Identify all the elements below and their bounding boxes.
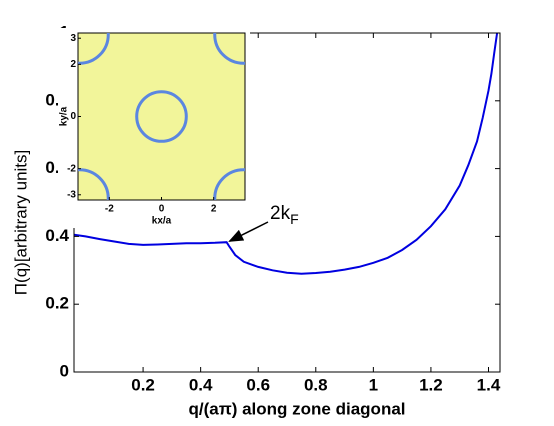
x-tick-label: 0.6: [246, 375, 270, 394]
x-tick-label: 0.2: [131, 375, 155, 394]
inset-x-tick-label: 2: [211, 204, 217, 215]
x-tick-label: 0.4: [189, 375, 213, 394]
fermi-circle: [78, 33, 110, 65]
annotation-text: 2kF: [270, 203, 299, 227]
x-tick-label: 1.4: [477, 375, 501, 394]
fermi-circle: [213, 33, 245, 65]
inset-circles: [78, 33, 245, 200]
fermi-circle: [135, 90, 188, 143]
annotation-sub: F: [290, 211, 299, 227]
inset-y-tick-label: 3: [70, 33, 76, 44]
inset-y-tick-label: -2: [67, 163, 76, 174]
annotation-main: 2k: [270, 203, 291, 224]
x-axis-label: q/(aπ) along zone diagonal: [188, 399, 405, 418]
inset-x-label: kx/a: [152, 216, 172, 227]
inset-y-tick-label: 2: [70, 59, 76, 70]
y-tick-label: 0: [60, 361, 69, 380]
fermi-circle: [213, 168, 245, 200]
inset-y-label: ky/a: [59, 106, 70, 126]
annotation-arrow: [228, 221, 269, 242]
x-tick-label: 1.2: [419, 375, 443, 394]
y-axis-label: Π(q)[arbitrary units]: [11, 150, 30, 295]
data-line: [73, 32, 499, 275]
inset-x-tick-label: 0: [159, 204, 165, 215]
inset-y-tick-label: 0: [70, 111, 76, 122]
y-tick-label: 0.2: [45, 294, 69, 313]
inset-x-tick-label: -2: [105, 204, 114, 215]
x-tick-label: 1: [369, 375, 378, 394]
x-tick-label: 0.8: [304, 375, 328, 394]
inset-y-tick-label: -3: [67, 189, 76, 200]
fermi-circle: [78, 168, 110, 200]
inset-background: [77, 32, 246, 201]
y-tick-label: 0.4: [45, 226, 69, 245]
